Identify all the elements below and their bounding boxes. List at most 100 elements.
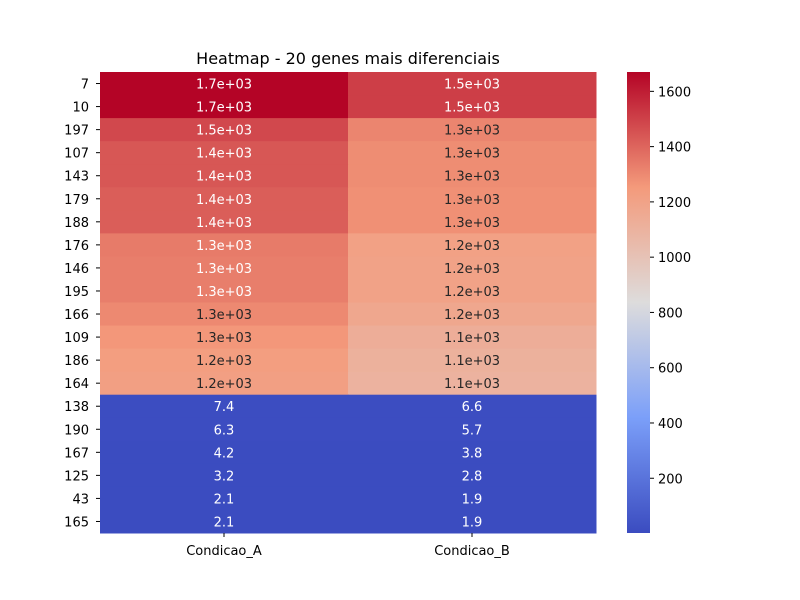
heatmap-cell (100, 509, 349, 534)
cell-annotation: 1.1e+03 (444, 331, 500, 346)
row-tick-label: 107 (64, 147, 89, 162)
cell-annotation: 1.3e+03 (444, 147, 500, 162)
heatmap-cell (348, 141, 597, 165)
cell-annotation: 1.3e+03 (444, 216, 500, 231)
heatmap-cell (348, 509, 597, 534)
heatmap-cell (348, 95, 597, 119)
heatmap-cell (348, 279, 597, 303)
heatmap-cell (100, 486, 349, 511)
cell-annotation: 1.1e+03 (444, 377, 500, 392)
heatmap-cell (348, 164, 597, 188)
cell-annotation: 2.1 (214, 515, 235, 530)
heatmap-cell (100, 233, 349, 257)
cell-annotation: 4.2 (214, 446, 235, 461)
cell-annotation: 1.3e+03 (196, 262, 252, 277)
heatmap-cell (100, 302, 349, 327)
cell-annotation: 1.7e+03 (196, 78, 252, 93)
heatmap-cell (100, 348, 349, 373)
cell-annotation: 1.5e+03 (444, 101, 500, 116)
row-tick-label: 167 (64, 446, 89, 461)
heatmap-cell (100, 394, 349, 419)
heatmap-cell (348, 486, 597, 511)
heatmap-cell (348, 371, 597, 396)
heatmap-cell (100, 417, 349, 442)
row-tick-label: 10 (72, 101, 89, 116)
heatmap-cell (348, 417, 597, 442)
colorbar-tick-label: 1000 (658, 251, 691, 266)
cell-annotation: 1.1e+03 (444, 354, 500, 369)
cell-annotation: 6.3 (214, 423, 235, 438)
cell-annotation: 1.5e+03 (196, 124, 252, 139)
heatmap-cell (100, 325, 349, 350)
cell-annotation: 5.7 (462, 423, 483, 438)
heatmap-cell (100, 72, 349, 96)
cell-annotation: 1.3e+03 (196, 239, 252, 254)
cell-annotation: 3.8 (462, 446, 483, 461)
cell-annotation: 1.5e+03 (444, 78, 500, 93)
row-tick-label: 186 (64, 354, 89, 369)
heatmap-cells: 1.7e+03 1.5e+03 1.7e+03 1.5e+03 1.5e+03 1.3e+… (100, 72, 597, 534)
chart-title: Heatmap - 20 genes mais diferenciais (196, 49, 500, 68)
row-tick-label: 7 (81, 78, 89, 93)
row-tick-label: 195 (64, 285, 89, 300)
cell-annotation: 7.4 (214, 400, 235, 415)
heatmap-cell (348, 210, 597, 234)
heatmap-cell (100, 118, 349, 142)
heatmap-cell (100, 210, 349, 234)
cell-annotation: 1.3e+03 (196, 308, 252, 323)
colorbar-tick-label: 1400 (658, 141, 691, 156)
heatmap-cell (100, 256, 349, 280)
row-tick-label: 125 (64, 469, 89, 484)
row-tick-label: 143 (64, 170, 89, 185)
row-tick-label: 164 (64, 377, 89, 392)
cell-annotation: 2.1 (214, 492, 235, 507)
heatmap-cell (348, 302, 597, 327)
heatmap-cell (348, 348, 597, 373)
cell-annotation: 1.4e+03 (196, 147, 252, 162)
colorbar-tick-label: 800 (658, 306, 683, 321)
heatmap-cell (348, 440, 597, 465)
cell-annotation: 1.4e+03 (196, 170, 252, 185)
colorbar-gradient (627, 72, 650, 533)
heatmap-cell (100, 95, 349, 119)
heatmap-cell (348, 325, 597, 350)
row-tick-label: 165 (64, 515, 89, 530)
cell-annotation: 1.3e+03 (444, 124, 500, 139)
heatmap-cell (348, 187, 597, 211)
cell-annotation: 1.2e+03 (196, 354, 252, 369)
column-tick-label: Condicao_B (434, 544, 510, 559)
heatmap-cell (100, 463, 349, 488)
cell-annotation: 1.7e+03 (196, 101, 252, 116)
row-tick-label: 109 (64, 331, 89, 346)
row-tick-label: 146 (64, 262, 89, 277)
heatmap-cell (100, 164, 349, 188)
cell-annotation: 1.3e+03 (444, 193, 500, 208)
cell-annotation: 1.2e+03 (444, 285, 500, 300)
heatmap-cell (100, 440, 349, 465)
cell-annotation: 1.3e+03 (196, 285, 252, 300)
row-tick-label: 179 (64, 193, 89, 208)
row-tick-labels: 7 10 197 107 143 179 188 176 146 195 166 109 186 164 1… (64, 78, 100, 530)
heatmap-cell (100, 141, 349, 165)
cell-annotation: 2.8 (462, 469, 483, 484)
cell-annotation: 1.2e+03 (444, 308, 500, 323)
heatmap-cell (348, 394, 597, 419)
cell-annotation: 6.6 (462, 400, 483, 415)
cell-annotation: 1.2e+03 (444, 239, 500, 254)
cell-annotation: 1.4e+03 (196, 216, 252, 231)
row-tick-label: 138 (64, 400, 89, 415)
cell-annotation: 1.4e+03 (196, 193, 252, 208)
row-tick-label: 188 (64, 216, 89, 231)
heatmap-cell (100, 279, 349, 303)
cell-annotation: 1.9 (462, 515, 483, 530)
colorbar-tick-label: 1200 (658, 196, 691, 211)
heatmap-cell (348, 256, 597, 280)
column-tick-label: Condicao_A (186, 544, 262, 559)
heatmap-cell (100, 371, 349, 396)
heatmap-cell (100, 187, 349, 211)
row-tick-label: 43 (72, 492, 89, 507)
heatmap-cell (348, 463, 597, 488)
colorbar-tick-label: 1600 (658, 85, 691, 100)
colorbar-tick-label: 400 (658, 417, 683, 432)
